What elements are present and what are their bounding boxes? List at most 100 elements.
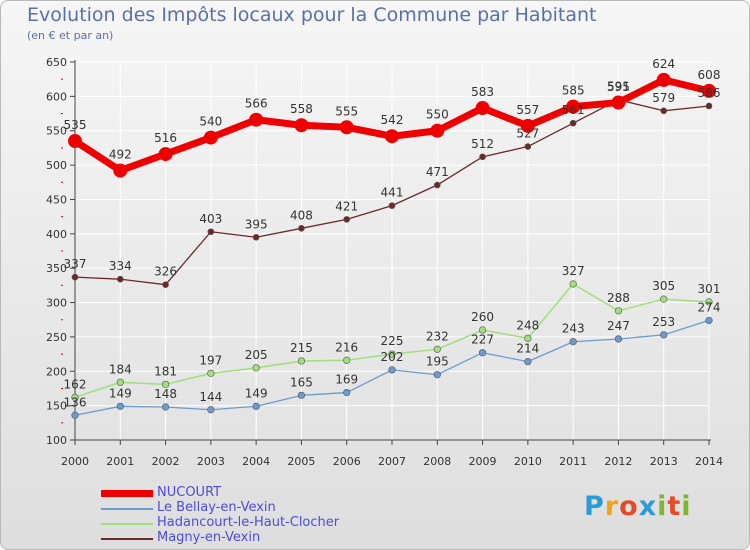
- data-label-hadancourt-2013: 305: [652, 279, 675, 293]
- point-magny-2004: [252, 233, 260, 241]
- data-label-bellay-2012: 247: [607, 319, 630, 333]
- point-magny-2001: [116, 275, 124, 283]
- data-label-nucourt-2003: 540: [199, 115, 222, 129]
- point-nucourt-2013: [656, 72, 671, 87]
- point-nucourt-2006: [339, 120, 354, 135]
- legend-swatch-magny: [101, 538, 153, 540]
- proxiti-logo: Proxiti: [584, 491, 692, 522]
- logo-letter: P: [584, 491, 605, 522]
- data-label-magny-2002: 326: [154, 265, 177, 279]
- point-magny-2006: [343, 216, 351, 223]
- data-label-hadancourt-2009: 260: [471, 310, 494, 324]
- y-tick-label-400: 400: [46, 228, 67, 241]
- point-nucourt-2014: [702, 83, 716, 98]
- point-hadancourt-2014: [705, 298, 713, 306]
- y-tick-label-500: 500: [46, 159, 67, 172]
- point-bellay-2004: [252, 402, 260, 410]
- data-label-bellay-2001: 149: [109, 386, 132, 400]
- point-hadancourt-2001: [116, 378, 124, 386]
- logo-letter: i: [681, 491, 692, 522]
- point-nucourt-2008: [430, 123, 445, 138]
- point-hadancourt-2009: [478, 326, 487, 334]
- point-hadancourt-2002: [161, 380, 170, 388]
- logo-letter: x: [638, 491, 658, 522]
- point-nucourt-2010: [520, 118, 535, 133]
- data-label-magny-2011: 561: [562, 103, 585, 117]
- point-hadancourt-2010: [524, 334, 532, 342]
- data-label-bellay-2009: 227: [471, 333, 494, 347]
- data-label-nucourt-2011: 585: [562, 84, 585, 98]
- data-label-bellay-2013: 253: [652, 315, 675, 329]
- legend-label-nucourt: NUCOURT: [157, 485, 222, 500]
- data-label-magny-2012: 595: [607, 80, 630, 94]
- point-nucourt-2007: [385, 129, 399, 144]
- point-hadancourt-2012: [614, 307, 623, 315]
- x-tick-label-2011: 2011: [559, 455, 587, 468]
- data-label-hadancourt-2003: 197: [199, 353, 222, 367]
- data-label-bellay-2004: 149: [245, 386, 268, 400]
- point-nucourt-2004: [249, 112, 264, 127]
- point-magny-2002: [162, 281, 169, 288]
- point-bellay-2009: [478, 349, 487, 357]
- data-label-nucourt-2000: 535: [64, 118, 87, 132]
- point-magny-2013: [660, 107, 668, 115]
- point-bellay-2010: [524, 358, 532, 366]
- legend-swatch-bellay: [101, 508, 153, 510]
- data-label-hadancourt-2007: 225: [381, 334, 404, 348]
- data-label-nucourt-2007: 542: [381, 113, 404, 127]
- x-tick-label-2013: 2013: [650, 455, 678, 468]
- point-hadancourt-2007: [388, 350, 396, 358]
- data-label-magny-2001: 334: [109, 259, 132, 273]
- x-tick-label-2007: 2007: [378, 455, 406, 468]
- data-label-bellay-2010: 214: [516, 342, 539, 356]
- data-label-nucourt-2001: 492: [109, 148, 132, 162]
- y-tick-label-550: 550: [46, 125, 67, 138]
- data-label-bellay-2005: 165: [290, 375, 313, 389]
- data-label-nucourt-2012: 591: [607, 80, 630, 94]
- legend-swatch-nucourt: [101, 490, 153, 497]
- x-tick-label-2001: 2001: [106, 455, 134, 468]
- x-tick-label-2002: 2002: [152, 455, 180, 468]
- data-label-bellay-2003: 144: [199, 390, 222, 404]
- point-nucourt-2011: [566, 99, 581, 114]
- point-magny-2011: [569, 119, 577, 127]
- logo-letter: o: [619, 491, 639, 522]
- point-bellay-2000: [71, 411, 79, 419]
- y-tick-label-600: 600: [46, 90, 67, 103]
- point-nucourt-2002: [158, 147, 173, 162]
- data-label-magny-2000: 337: [64, 257, 87, 271]
- data-label-bellay-2007: 202: [381, 350, 404, 364]
- x-tick-label-2009: 2009: [469, 455, 497, 468]
- point-bellay-2011: [569, 338, 577, 346]
- legend-label-magny: Magny-en-Vexin: [157, 530, 261, 545]
- data-label-magny-2006: 421: [335, 199, 358, 213]
- chart-subtitle: (en € et par an): [27, 29, 114, 42]
- data-label-hadancourt-2005: 215: [290, 341, 313, 355]
- y-tick-label-150: 150: [46, 400, 67, 413]
- legend-swatch-hadancourt: [101, 523, 153, 525]
- point-magny-2010: [524, 143, 532, 150]
- point-bellay-2001: [116, 402, 124, 410]
- point-magny-2008: [433, 181, 441, 189]
- data-label-magny-2003: 403: [199, 212, 222, 226]
- point-bellay-2008: [433, 371, 441, 379]
- data-label-hadancourt-2001: 184: [109, 362, 132, 376]
- data-label-nucourt-2006: 555: [335, 104, 358, 118]
- data-label-nucourt-2013: 624: [652, 57, 675, 71]
- data-label-magny-2010: 527: [516, 127, 539, 141]
- point-hadancourt-2000: [71, 393, 79, 401]
- data-label-hadancourt-2000: 162: [64, 377, 87, 391]
- point-magny-2009: [479, 153, 486, 161]
- data-label-magny-2008: 471: [426, 165, 449, 179]
- point-bellay-2006: [343, 388, 351, 397]
- point-hadancourt-2008: [433, 345, 441, 353]
- x-tick-label-2000: 2000: [61, 455, 89, 468]
- chart-title: Evolution des Impôts locaux pour la Comm…: [27, 4, 597, 26]
- point-bellay-2014: [705, 316, 713, 325]
- data-label-bellay-2006: 169: [335, 373, 358, 387]
- data-label-hadancourt-2002: 181: [154, 364, 177, 378]
- logo-letter: r: [604, 491, 620, 522]
- data-label-hadancourt-2008: 232: [426, 329, 449, 343]
